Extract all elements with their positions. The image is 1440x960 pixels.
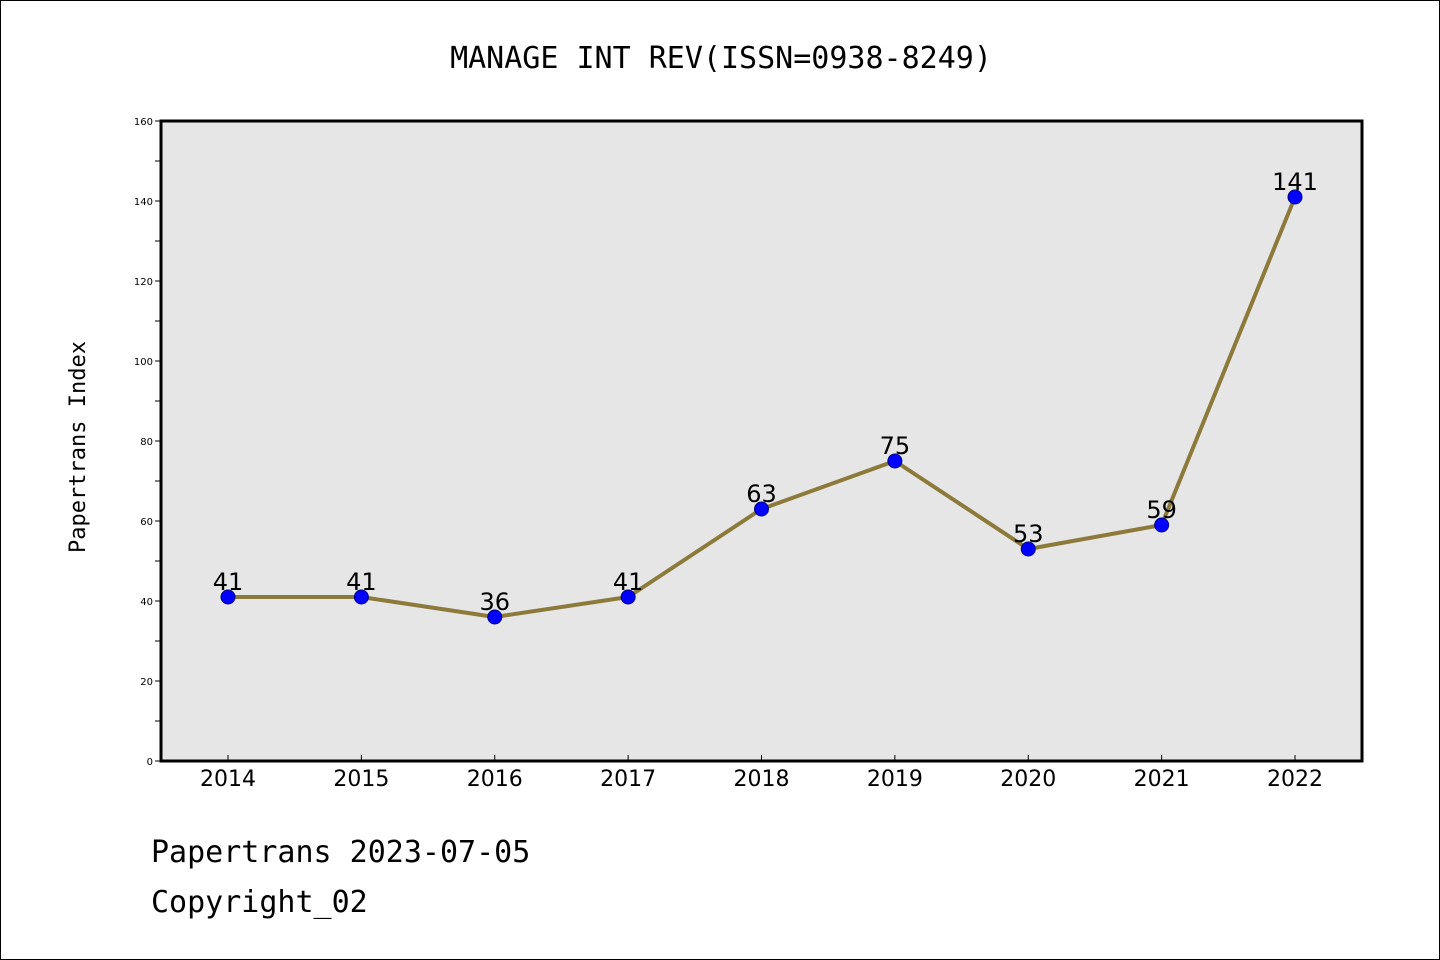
- data-point: [487, 609, 503, 625]
- data-point: [1154, 517, 1170, 533]
- x-tick-label: 2017: [600, 767, 656, 792]
- y-tick-label: 40: [140, 597, 153, 608]
- data-label: 53: [1013, 520, 1044, 548]
- x-tick-label: 2019: [867, 767, 923, 792]
- x-tick-label: 2014: [200, 767, 256, 792]
- data-label: 41: [213, 568, 244, 596]
- y-tick-label: 0: [147, 757, 153, 768]
- chart-title: MANAGE INT REV(ISSN=0938-8249): [450, 41, 992, 76]
- x-tick-label: 2022: [1267, 767, 1323, 792]
- data-point: [754, 501, 769, 517]
- x-tick-label: 2016: [467, 767, 523, 792]
- data-point: [220, 589, 236, 605]
- data-label: 59: [1146, 496, 1177, 524]
- x-tick-label: 2018: [734, 767, 790, 792]
- footer-copyright: Copyright_02: [151, 885, 368, 920]
- data-label: 63: [746, 480, 777, 508]
- y-axis-label: Papertrans Index: [66, 341, 91, 553]
- x-tick-label: 2020: [1000, 767, 1056, 792]
- y-tick-label: 160: [134, 117, 153, 128]
- data-label: 41: [346, 568, 377, 596]
- data-label: 75: [880, 432, 911, 460]
- plot-border: [159, 119, 1364, 763]
- y-tick-label: 100: [134, 357, 153, 368]
- data-label: 141: [1272, 168, 1318, 196]
- y-axis-ticks: 0 20 40 60 80 100 120 140 160: [134, 117, 161, 768]
- data-label: 41: [613, 568, 644, 596]
- y-tick-label: 20: [140, 677, 153, 688]
- data-point: [620, 589, 636, 605]
- footer-date: Papertrans 2023-07-05: [151, 835, 531, 870]
- x-tick-label: 2021: [1134, 767, 1190, 792]
- y-tick-label: 60: [140, 517, 153, 528]
- data-point: [1287, 189, 1303, 205]
- y-tick-label: 140: [134, 197, 153, 208]
- x-axis-ticks: 2014 2015 2016 2017 2018 2019 2020 2021 2022: [200, 755, 1323, 792]
- y-tick-label: 120: [134, 277, 153, 288]
- data-label: 36: [479, 588, 510, 616]
- data-markers: [220, 189, 1303, 625]
- data-point: [887, 453, 903, 469]
- y-tick-label: 80: [140, 437, 153, 448]
- plot-area: [161, 121, 1362, 761]
- data-labels: 41 41 36 41 63 75 53 59 141: [213, 168, 1318, 616]
- x-tick-label: 2015: [333, 767, 389, 792]
- data-point: [353, 589, 369, 605]
- data-point: [1020, 541, 1036, 557]
